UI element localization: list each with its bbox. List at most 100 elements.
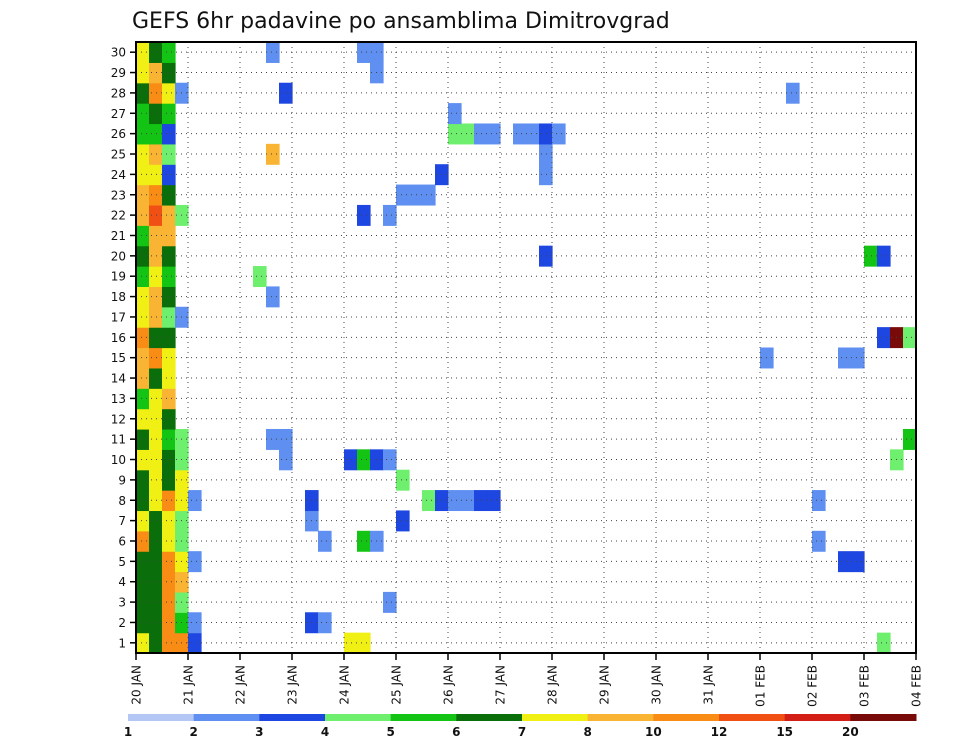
heatmap-cell — [149, 510, 163, 532]
colorbar-label: 3 — [255, 725, 263, 739]
heatmap-cell — [474, 123, 488, 145]
heatmap-cell — [136, 347, 150, 369]
heatmap-cell — [357, 204, 371, 226]
heatmap-cell — [136, 571, 150, 593]
y-axis: 1234567891011121314151617181920212223242… — [111, 46, 136, 650]
y-tick-label: 4 — [118, 575, 126, 589]
heatmap-cell — [162, 388, 176, 410]
heatmap-cell — [396, 510, 410, 532]
heatmap-cell — [162, 632, 176, 654]
heatmap-cell — [136, 490, 150, 512]
colorbar-label: 8 — [583, 725, 591, 739]
heatmap-cell — [162, 62, 176, 84]
heatmap-cell — [149, 245, 163, 267]
heatmap-cell — [136, 510, 150, 532]
heatmap-cell — [136, 204, 150, 226]
colorbar-swatch — [128, 714, 195, 721]
heatmap-cell — [162, 204, 176, 226]
heatmap-cell — [136, 428, 150, 450]
heatmap-cell — [877, 245, 891, 267]
x-tick-label: 24 JAN — [338, 665, 352, 705]
heatmap-cell — [162, 428, 176, 450]
heatmap-cell — [851, 551, 865, 573]
heatmap-cell — [149, 103, 163, 125]
heatmap-cell — [448, 123, 462, 145]
x-tick-label: 29 JAN — [598, 665, 612, 705]
y-tick-label: 12 — [111, 412, 126, 426]
heatmap-cell — [149, 327, 163, 349]
y-tick-label: 15 — [111, 351, 126, 365]
colorbar-swatch — [390, 714, 457, 721]
plot-frame — [135, 41, 917, 654]
heatmap-cell — [838, 551, 852, 573]
heatmap-cell — [279, 82, 293, 104]
heatmap-cell — [136, 591, 150, 613]
heatmap-cell — [162, 530, 176, 552]
heatmap-cell — [149, 225, 163, 247]
x-tick-label: 02 FEB — [806, 665, 820, 707]
heatmap-cell — [136, 632, 150, 654]
heatmap-cell — [136, 143, 150, 165]
heatmap-cell — [539, 143, 553, 165]
colorbar-swatch — [587, 714, 654, 721]
heatmap-cell — [149, 347, 163, 369]
x-axis: 20 JAN 21 JAN 22 JAN 23 JAN 24 JAN 25 JAN 26 J… — [130, 653, 924, 707]
heatmap-cell — [838, 347, 852, 369]
x-tick-label: 23 JAN — [286, 665, 300, 705]
heatmap-cell — [136, 388, 150, 410]
y-tick-label: 18 — [111, 290, 126, 304]
heatmap-cell — [162, 266, 176, 287]
colorbar-label: 12 — [711, 725, 728, 739]
y-tick-label: 11 — [111, 433, 126, 447]
heatmap-cell — [253, 266, 267, 287]
heatmap-cell — [318, 612, 332, 634]
x-tick-label: 22 JAN — [234, 665, 248, 705]
colorbar-label: 20 — [842, 725, 859, 739]
heatmap-cell — [318, 530, 332, 552]
heatmap-cell — [136, 245, 150, 267]
heatmap-cell — [149, 164, 163, 186]
heatmap-cell — [149, 266, 163, 287]
heatmap-cell — [513, 123, 527, 145]
heatmap-cell — [188, 632, 202, 654]
heatmap-cell — [877, 327, 891, 349]
heatmap-cell — [162, 327, 176, 349]
heatmap-cell — [383, 591, 397, 613]
heatmap-cell — [396, 469, 410, 491]
heatmap-cells — [136, 42, 917, 654]
colorbar-swatch — [522, 714, 589, 721]
heatmap-cell — [149, 62, 163, 84]
heatmap-cell — [149, 571, 163, 593]
heatmap-cell — [149, 632, 163, 654]
heatmap-cell — [162, 347, 176, 369]
heatmap-cell — [149, 490, 163, 512]
colorbar-legend: 1 2 3 4 5 6 7 8 10 12 15 20 — [124, 714, 917, 739]
heatmap-cell — [149, 530, 163, 552]
heatmap-cell — [162, 225, 176, 247]
heatmap-cell — [149, 123, 163, 145]
heatmap-cell — [136, 62, 150, 84]
heatmap-cell — [266, 143, 280, 165]
heatmap-cell — [539, 245, 553, 267]
x-tick-label: 28 JAN — [546, 665, 560, 705]
y-tick-label: 2 — [118, 616, 126, 630]
heatmap-cell — [812, 530, 826, 552]
y-tick-label: 5 — [118, 555, 126, 569]
heatmap-cell — [526, 123, 540, 145]
heatmap-cell — [539, 123, 553, 145]
heatmap-cell — [903, 327, 917, 349]
y-tick-label: 9 — [118, 473, 126, 487]
y-tick-label: 14 — [111, 372, 126, 386]
x-tick-label: 26 JAN — [442, 665, 456, 705]
heatmap-cell — [383, 449, 397, 471]
x-tick-label: 31 JAN — [702, 665, 716, 705]
y-tick-label: 28 — [111, 86, 126, 100]
heatmap-cell — [149, 184, 163, 206]
heatmap-cell — [136, 123, 150, 145]
heatmap-cell — [188, 490, 202, 512]
colorbar-label: 10 — [645, 725, 662, 739]
colorbar-swatch — [259, 714, 326, 721]
heatmap-cell — [162, 490, 176, 512]
heatmap-cell — [136, 551, 150, 573]
heatmap-cell — [136, 42, 150, 63]
